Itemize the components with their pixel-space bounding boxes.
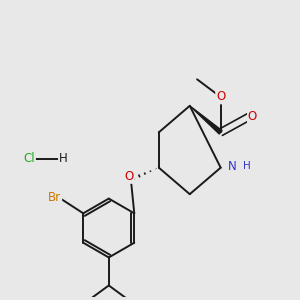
Text: Cl: Cl xyxy=(23,152,35,165)
Polygon shape xyxy=(190,106,222,134)
Text: Br: Br xyxy=(48,190,61,204)
Text: O: O xyxy=(216,91,225,103)
Text: O: O xyxy=(248,110,257,123)
Text: O: O xyxy=(125,170,134,183)
Text: N: N xyxy=(228,160,237,173)
Text: H: H xyxy=(59,152,68,165)
Text: H: H xyxy=(243,161,250,171)
